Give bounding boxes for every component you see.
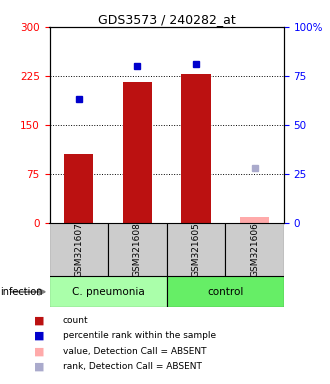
Text: infection: infection — [0, 287, 43, 297]
Bar — [108, 223, 167, 276]
Text: GSM321606: GSM321606 — [250, 222, 259, 277]
Text: GSM321607: GSM321607 — [74, 222, 83, 277]
Bar — [167, 223, 225, 276]
Bar — [240, 217, 269, 223]
Title: GDS3573 / 240282_at: GDS3573 / 240282_at — [98, 13, 236, 26]
Text: percentile rank within the sample: percentile rank within the sample — [63, 331, 216, 341]
Text: control: control — [207, 287, 244, 297]
Text: count: count — [63, 316, 88, 325]
Bar — [50, 223, 108, 276]
Text: GSM321605: GSM321605 — [191, 222, 200, 277]
Bar — [181, 74, 211, 223]
Text: ■: ■ — [34, 331, 45, 341]
Bar — [123, 83, 152, 223]
Text: ■: ■ — [34, 346, 45, 356]
Bar — [225, 223, 284, 276]
Text: value, Detection Call = ABSENT: value, Detection Call = ABSENT — [63, 347, 206, 356]
Text: ■: ■ — [34, 362, 45, 372]
Text: GSM321608: GSM321608 — [133, 222, 142, 277]
Text: ■: ■ — [34, 316, 45, 326]
Bar — [167, 276, 284, 307]
Text: rank, Detection Call = ABSENT: rank, Detection Call = ABSENT — [63, 362, 202, 371]
Text: C. pneumonia: C. pneumonia — [72, 287, 145, 297]
Bar — [64, 154, 93, 223]
Bar — [50, 276, 167, 307]
